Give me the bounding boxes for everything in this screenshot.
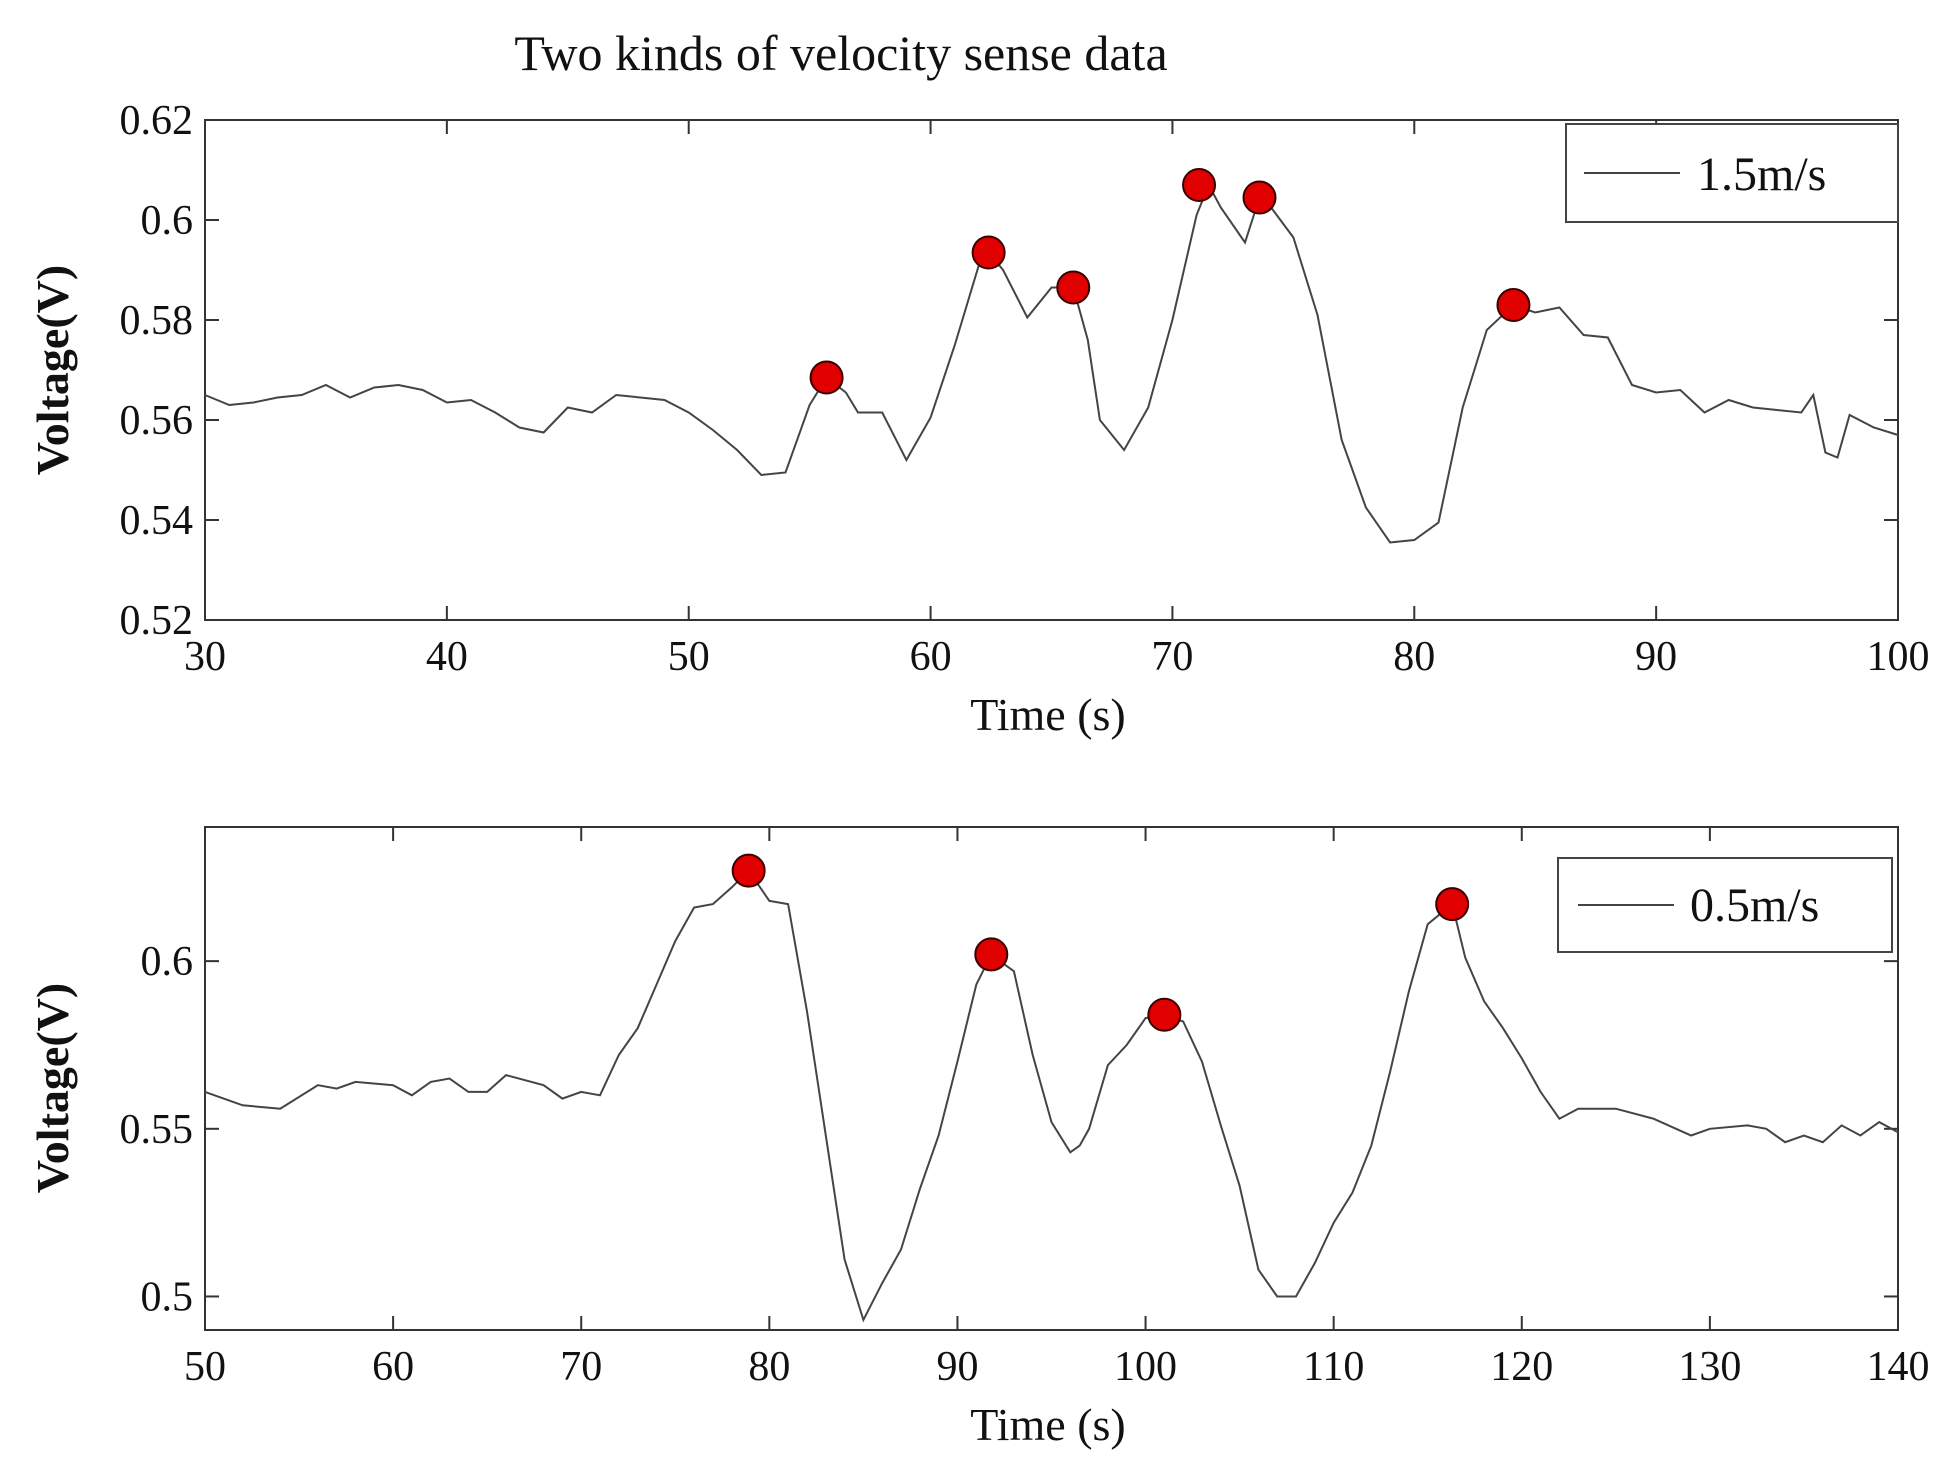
x-tick-label: 70 [1151,634,1193,680]
x-axis-label: Time (s) [970,1399,1126,1450]
peak-marker [809,360,844,395]
x-tick-label: 100 [1867,634,1930,680]
x-tick-label: 30 [184,634,226,680]
x-tick-label: 140 [1867,1344,1930,1390]
y-tick-label: 0.54 [120,498,194,544]
peak-marker [971,235,1006,270]
legend-1.5ms: 1.5m/s [1565,123,1899,223]
x-tick-label: 70 [560,1344,602,1390]
figure-title: Two kinds of velocity sense data [514,25,1167,81]
x-tick-label: 90 [936,1344,978,1390]
x-tick-label: 100 [1114,1344,1177,1390]
plot-area-1.5ms [204,119,1899,621]
x-tick-label: 80 [1393,634,1435,680]
legend-label: 1.5m/s [1697,148,1826,201]
x-tick-label: 110 [1303,1344,1364,1390]
peak-marker [974,937,1009,972]
peak-markers-0.5ms [731,853,1470,1032]
x-axis-label: Time (s) [970,689,1126,740]
x-tick-label: 60 [910,634,952,680]
y-tick-label: 0.62 [120,98,194,144]
x-axis-ticks-0.5ms: 50 60 70 80 90 100 110 120 130 140 [184,827,1930,1390]
y-tick-label: 0.55 [120,1107,194,1153]
x-tick-label: 120 [1490,1344,1553,1390]
series-line-1.5ms [204,182,1899,544]
x-tick-label: 60 [372,1344,414,1390]
peak-marker [731,853,766,888]
y-tick-label: 0.52 [120,598,194,644]
x-tick-label: 90 [1635,634,1677,680]
x-axis-ticks-1.5ms: 30 40 50 60 70 80 90 100 [184,120,1930,680]
y-axis-label: Voltage(V) [27,265,78,475]
peak-marker [1496,288,1531,322]
legend-0.5ms: 0.5m/s [1557,857,1893,953]
legend-label: 0.5m/s [1690,879,1819,932]
peak-markers-1.5ms [809,168,1531,395]
subplot-0.5ms: 0.5 0.55 0.6 50 60 70 80 90 100 110 120 130 140 0.5… [27,826,1930,1450]
x-tick-label: 50 [184,1344,226,1390]
x-tick-label: 50 [668,634,710,680]
y-tick-label: 0.56 [120,398,194,444]
subplot-1.5ms: 0.52 0.54 0.56 0.58 0.6 0.62 30 40 50 60 70 80 90 10… [27,98,1930,740]
plot-area-0.5ms [204,826,1899,1331]
peak-marker [1056,270,1091,305]
x-tick-label: 130 [1678,1344,1741,1390]
y-axis-label: Voltage(V) [27,983,78,1193]
x-tick-label: 40 [426,634,468,680]
y-tick-label: 0.6 [141,198,194,244]
series-line-0.5ms [204,869,1899,1323]
peak-marker [1242,180,1277,215]
y-tick-label: 0.58 [120,298,194,344]
peak-marker [1435,887,1470,922]
y-tick-label: 0.6 [141,939,194,985]
y-axis-ticks-0.5ms: 0.5 0.55 0.6 [120,939,1898,1320]
y-tick-label: 0.5 [141,1274,194,1320]
peak-marker [1182,168,1217,202]
peak-marker [1147,997,1182,1032]
x-tick-label: 80 [748,1344,790,1390]
